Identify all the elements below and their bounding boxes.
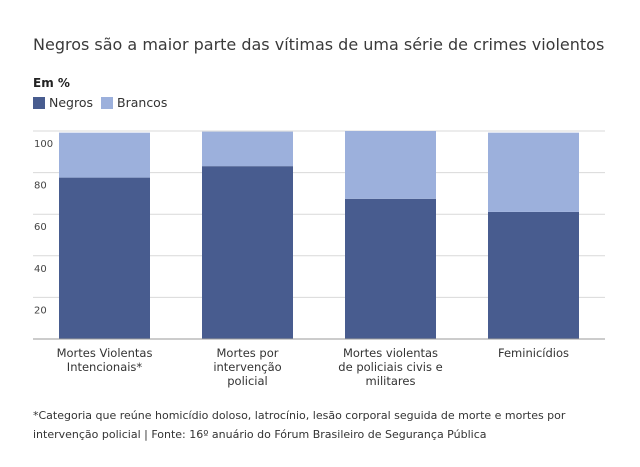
x-category-label: Mortes Violentas Intencionais* <box>57 346 153 374</box>
x-category-label-line: intervenção <box>213 360 281 374</box>
x-category-label-line: policial <box>227 374 268 388</box>
y-tick-label: 60 <box>34 222 47 233</box>
bar-negros-4 <box>488 211 579 339</box>
legend-item-negros: Negros <box>33 95 93 110</box>
bar-brancos-3 <box>345 131 436 199</box>
bar-brancos-2 <box>202 131 293 167</box>
legend-swatch-negros <box>33 96 45 109</box>
legend-label-negros: Negros <box>49 95 94 110</box>
legend-item-brancos: Brancos <box>101 95 167 110</box>
x-category-label-line: Intencionais* <box>67 360 143 374</box>
x-category-label-line: Feminicídios <box>498 346 569 360</box>
x-category-label-line: de policiais civis e <box>338 360 442 374</box>
y-tick-label: 40 <box>34 264 47 275</box>
y-tick-label: 80 <box>34 181 47 192</box>
bar-negros-3 <box>345 198 436 339</box>
x-category-label: Mortes por intervenção policial <box>213 346 281 388</box>
x-category-label-line: militares <box>366 374 416 388</box>
bar-brancos-1 <box>59 132 150 178</box>
x-category-label-line: Mortes violentas <box>343 346 438 360</box>
chart-title: Negros são a maior parte das vítimas de … <box>33 35 605 54</box>
legend-label-brancos: Brancos <box>117 95 168 110</box>
footnote: *Categoria que reúne homicídio doloso, l… <box>33 409 566 441</box>
bar-negros-2 <box>202 166 293 339</box>
bar-negros-1 <box>59 177 150 339</box>
legend: Negros Brancos <box>33 95 175 110</box>
x-category-label: Mortes violentas de policiais civis e mili… <box>338 346 442 388</box>
x-category-label-line: Mortes Violentas <box>57 346 153 360</box>
x-category-label: Feminicídios <box>498 346 569 360</box>
legend-swatch-brancos <box>101 96 114 109</box>
bar-brancos-4 <box>488 132 579 212</box>
x-category-label-line: Mortes por <box>217 346 279 360</box>
y-tick-label: 100 <box>34 139 53 150</box>
stacked-bar-chart: 20 40 60 80 100 Mortes Violentas Intencionais*… <box>33 130 605 388</box>
unit-label: Em % <box>33 76 70 90</box>
y-tick-label: 20 <box>34 305 47 316</box>
